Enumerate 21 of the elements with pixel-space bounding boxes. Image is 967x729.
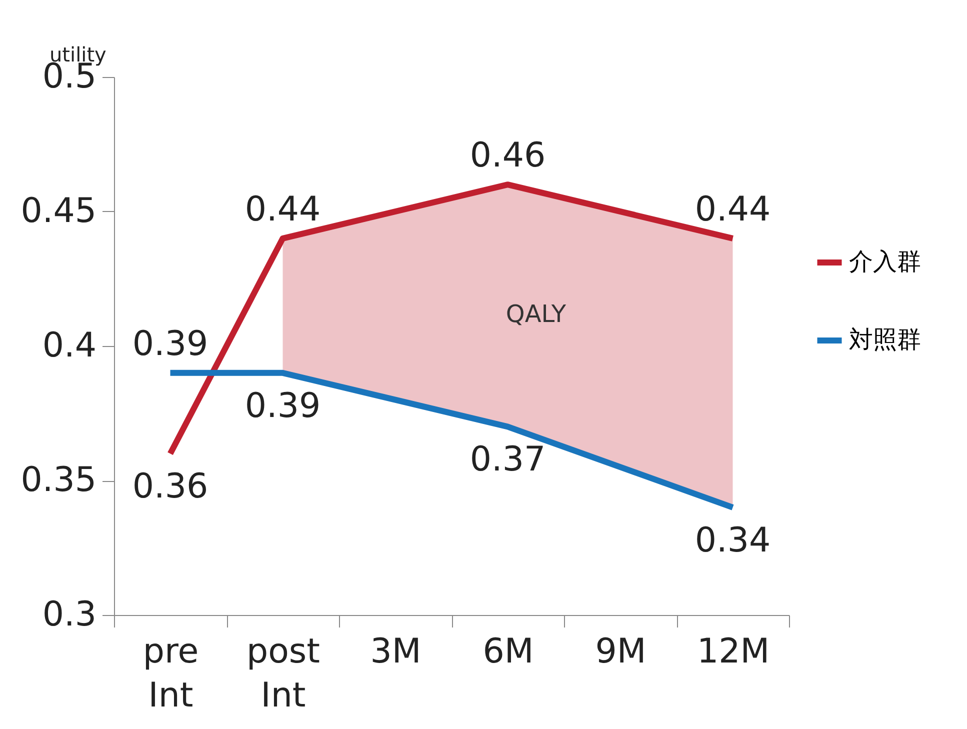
x-tick-label: 9M [595,632,646,672]
data-label: 0.36 [132,466,208,507]
y-tick-label: 0.4 [42,326,96,366]
annotation: QALY [506,300,566,328]
data-label: 0.39 [132,324,208,364]
y-tick-label: 0.35 [20,460,96,500]
x-tick-label: post Int [246,632,320,716]
data-label: 0.44 [244,189,321,230]
legend-label: 対照群 [849,326,921,354]
data-label: 0.46 [470,136,546,176]
legend-label: 介入群 [849,248,921,276]
data-label: 0.39 [244,386,321,426]
y-tick-label: 0.3 [42,594,96,634]
y-tick-label: 0.45 [20,191,96,231]
x-tick-label: 3M [370,632,422,672]
data-label: 0.34 [694,520,771,560]
x-tick-label: 6M [482,632,534,672]
data-label: 0.44 [694,189,771,230]
x-tick-label: pre Int [142,632,199,716]
data-label: 0.37 [470,440,546,480]
x-tick-label: 12M [696,632,770,672]
